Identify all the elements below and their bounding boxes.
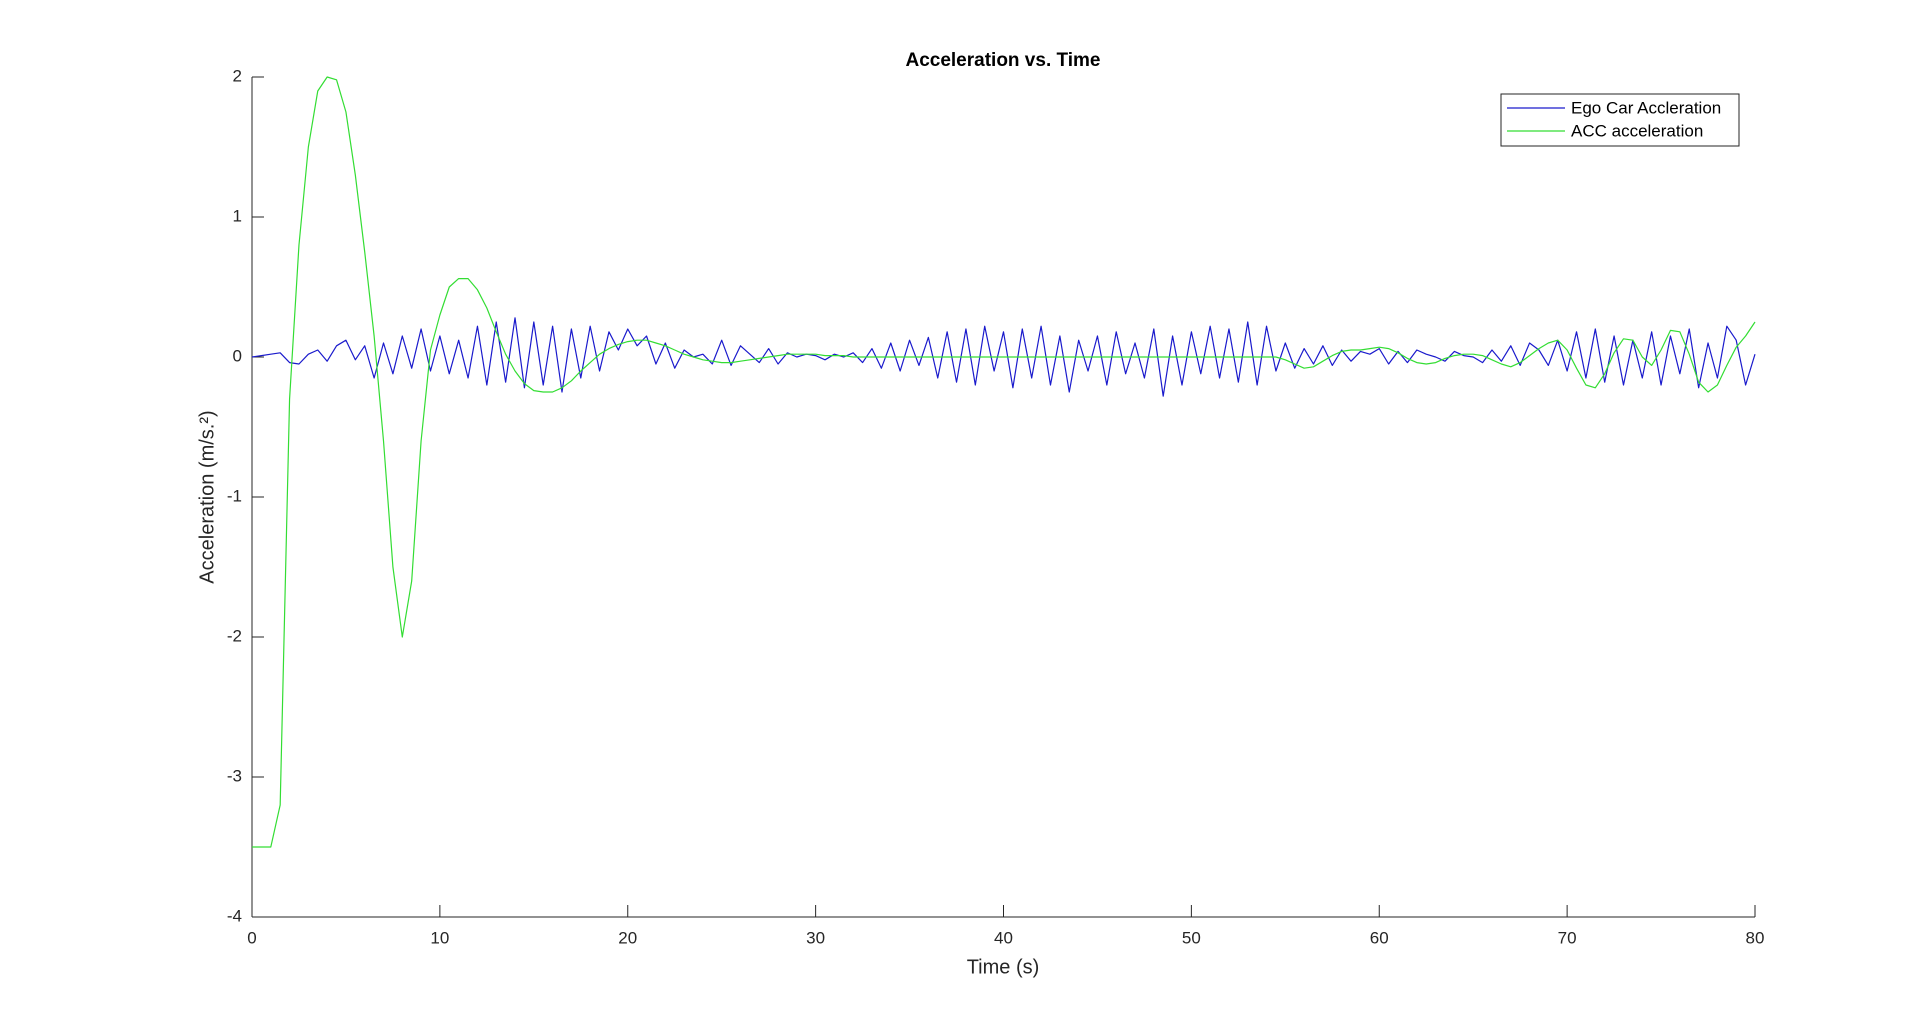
legend-label: ACC acceleration [1571, 121, 1703, 140]
legend-box [1500, 93, 1740, 147]
x-tick-label: 20 [618, 928, 637, 947]
x-tick-label: 50 [1182, 928, 1201, 947]
x-tick-label: 80 [1746, 928, 1765, 947]
y-tick-label: 1 [233, 206, 242, 225]
x-tick-label: 70 [1558, 928, 1577, 947]
x-axis-label: Time (s) [967, 956, 1040, 978]
y-tick-label: -1 [227, 486, 242, 505]
legend-label: Ego Car Accleration [1571, 98, 1721, 117]
x-tick-label: 30 [806, 928, 825, 947]
x-tick-label: 40 [994, 928, 1013, 947]
data-line [252, 76, 1756, 848]
y-tick-label: 0 [233, 346, 242, 365]
chart-title: Acceleration vs. Time [905, 50, 1100, 71]
y-tick-label: -2 [227, 626, 242, 645]
y-axis-label: Acceleration (m/s.²) [196, 410, 218, 583]
y-tick-label: -4 [227, 906, 242, 925]
x-tick-label: 0 [247, 928, 256, 947]
data-line [251, 317, 1756, 397]
legend: Ego Car Accleration ACC acceleration [1500, 93, 1740, 147]
x-tick-label: 60 [1370, 928, 1389, 947]
x-tick-label: 10 [430, 928, 449, 947]
y-tick-label: 2 [233, 66, 242, 85]
y-tick-label: -3 [227, 766, 242, 785]
